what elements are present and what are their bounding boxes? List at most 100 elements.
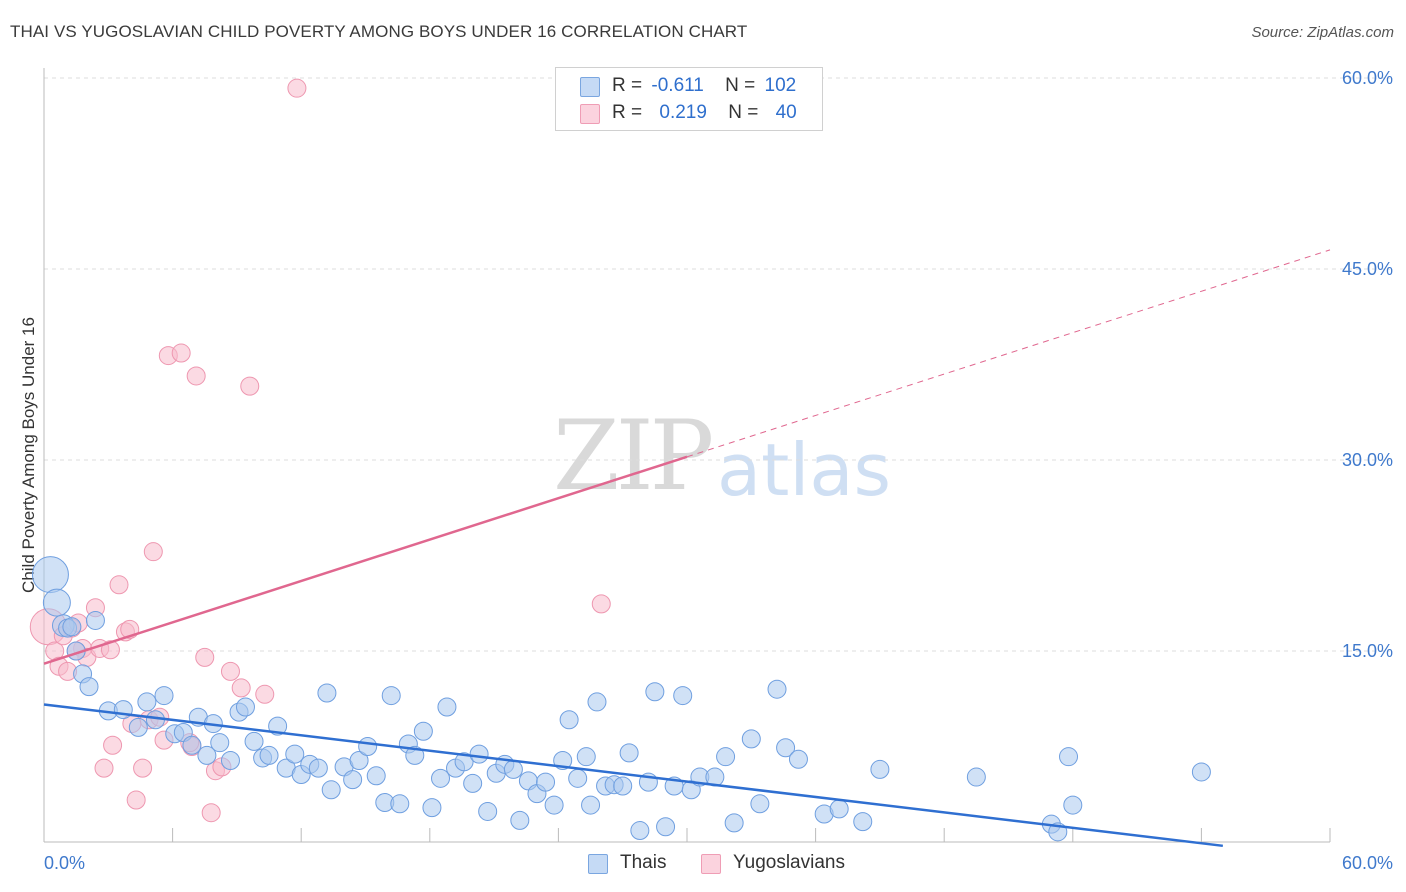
yugo-point-33	[287, 78, 307, 98]
yugo-n-label: N =	[728, 102, 759, 123]
thai-point-54	[478, 801, 498, 821]
thai-point-75	[645, 682, 665, 702]
watermark-atlas: atlas	[717, 428, 891, 512]
thai-point-90	[829, 799, 849, 819]
thai-point-14	[154, 686, 174, 706]
yugoslavians-label: Yugoslavians	[733, 852, 845, 873]
thai-point-97	[1063, 795, 1083, 815]
thai-point-25	[244, 731, 264, 751]
x-tick-label-max: 60.0%	[1342, 853, 1393, 873]
thai-point-37	[343, 770, 363, 790]
thai-point-21	[210, 733, 230, 753]
thai-point-28	[268, 716, 288, 736]
thai-point-27	[259, 745, 279, 765]
thai-point-35	[321, 780, 341, 800]
thai-point-71	[613, 776, 633, 796]
y-tick-label-1: 30.0%	[1342, 450, 1393, 470]
thai-point-17	[182, 735, 202, 755]
thai-point-78	[673, 686, 693, 706]
yugo-point-30	[231, 678, 251, 698]
watermark-zip: ZIP	[553, 400, 714, 512]
thai-point-38	[349, 751, 369, 771]
thai-point-19	[197, 745, 217, 765]
yugo-point-22	[171, 343, 191, 363]
yugo-r-label: R =	[612, 102, 643, 123]
yugo-point-24	[186, 366, 206, 386]
thai-point-58	[510, 810, 530, 830]
thai-point-57	[503, 759, 523, 779]
thai-point-76	[656, 817, 676, 837]
chart-title: THAI VS YUGOSLAVIAN CHILD POVERTY AMONG …	[10, 22, 748, 41]
thai-point-49	[437, 697, 457, 717]
yugoslavians-swatch	[701, 854, 721, 874]
thai-point-22	[220, 751, 240, 771]
thai-point-51	[454, 752, 474, 772]
thai-point-46	[413, 721, 433, 741]
yugo-point-11	[103, 735, 123, 755]
thais-swatch	[588, 854, 608, 874]
thai-point-87	[776, 738, 796, 758]
thai-point-68	[587, 692, 607, 712]
thai-point-67	[581, 795, 601, 815]
thai-point-64	[559, 710, 579, 730]
yugo-trendline-solid	[43, 455, 688, 665]
thai-point-52	[463, 773, 483, 793]
yugo-point-12	[109, 575, 129, 595]
yugo-point-10	[94, 758, 114, 778]
thai-point-72	[619, 743, 639, 763]
thai-point-83	[724, 813, 744, 833]
thai-point-53	[469, 744, 489, 764]
thai-n-value: 102	[764, 75, 797, 96]
thai-point-42	[381, 686, 401, 706]
thai-trendline	[43, 703, 1223, 848]
thai-point-65	[568, 768, 588, 788]
thai-point-12	[137, 692, 157, 712]
yugo-point-26	[201, 803, 221, 823]
source-label: Source: ZipAtlas.com	[1251, 24, 1394, 41]
thai-point-82	[716, 747, 736, 767]
y-tick-label-2: 45.0%	[1342, 259, 1393, 279]
thai-point-39	[358, 737, 378, 756]
yugo-r-value: 0.219	[659, 102, 707, 123]
yugo-point-25	[195, 647, 215, 667]
thai-point-1	[42, 588, 71, 617]
thai-point-96	[1059, 747, 1079, 767]
thai-point-45	[405, 745, 425, 765]
yugo-swatch	[580, 104, 600, 124]
thai-point-48	[431, 768, 451, 788]
thai-point-47	[422, 798, 442, 818]
thai-point-73	[630, 821, 650, 841]
thai-point-33	[308, 758, 328, 778]
thai-point-66	[576, 747, 596, 767]
yugo-trendline-dashed	[686, 249, 1331, 458]
thai-r-value: -0.611	[651, 75, 704, 96]
yugo-point-18	[143, 542, 163, 562]
correlation-legend: R = -0.611 N = 102 R = 0.219 N = 40	[555, 67, 823, 131]
thai-point-43	[390, 794, 410, 814]
thai-point-61	[536, 772, 556, 792]
thai-point-11	[128, 717, 148, 737]
y-tick-label-3: 60.0%	[1342, 68, 1393, 88]
thai-point-88	[788, 749, 808, 769]
yugo-point-34	[591, 594, 611, 614]
yugo-point-31	[240, 376, 260, 396]
thai-point-98	[1191, 762, 1211, 782]
thai-point-30	[285, 744, 305, 764]
thai-point-93	[966, 767, 986, 787]
yugo-point-15	[126, 790, 146, 810]
thai-point-40	[366, 766, 386, 786]
thai-point-24	[235, 697, 255, 717]
thai-point-91	[853, 812, 873, 832]
thai-n-label: N =	[725, 75, 756, 96]
yugo-point-29	[220, 661, 240, 681]
x-tick-label-min: 0.0%	[44, 853, 85, 873]
thai-swatch	[580, 77, 600, 97]
thai-point-62	[544, 795, 564, 815]
y-tick-label-0: 15.0%	[1342, 641, 1393, 661]
thai-point-84	[741, 729, 761, 749]
thai-point-8	[85, 610, 105, 630]
thai-point-34	[317, 683, 337, 703]
thai-point-92	[870, 759, 890, 779]
thai-point-4	[62, 617, 82, 637]
